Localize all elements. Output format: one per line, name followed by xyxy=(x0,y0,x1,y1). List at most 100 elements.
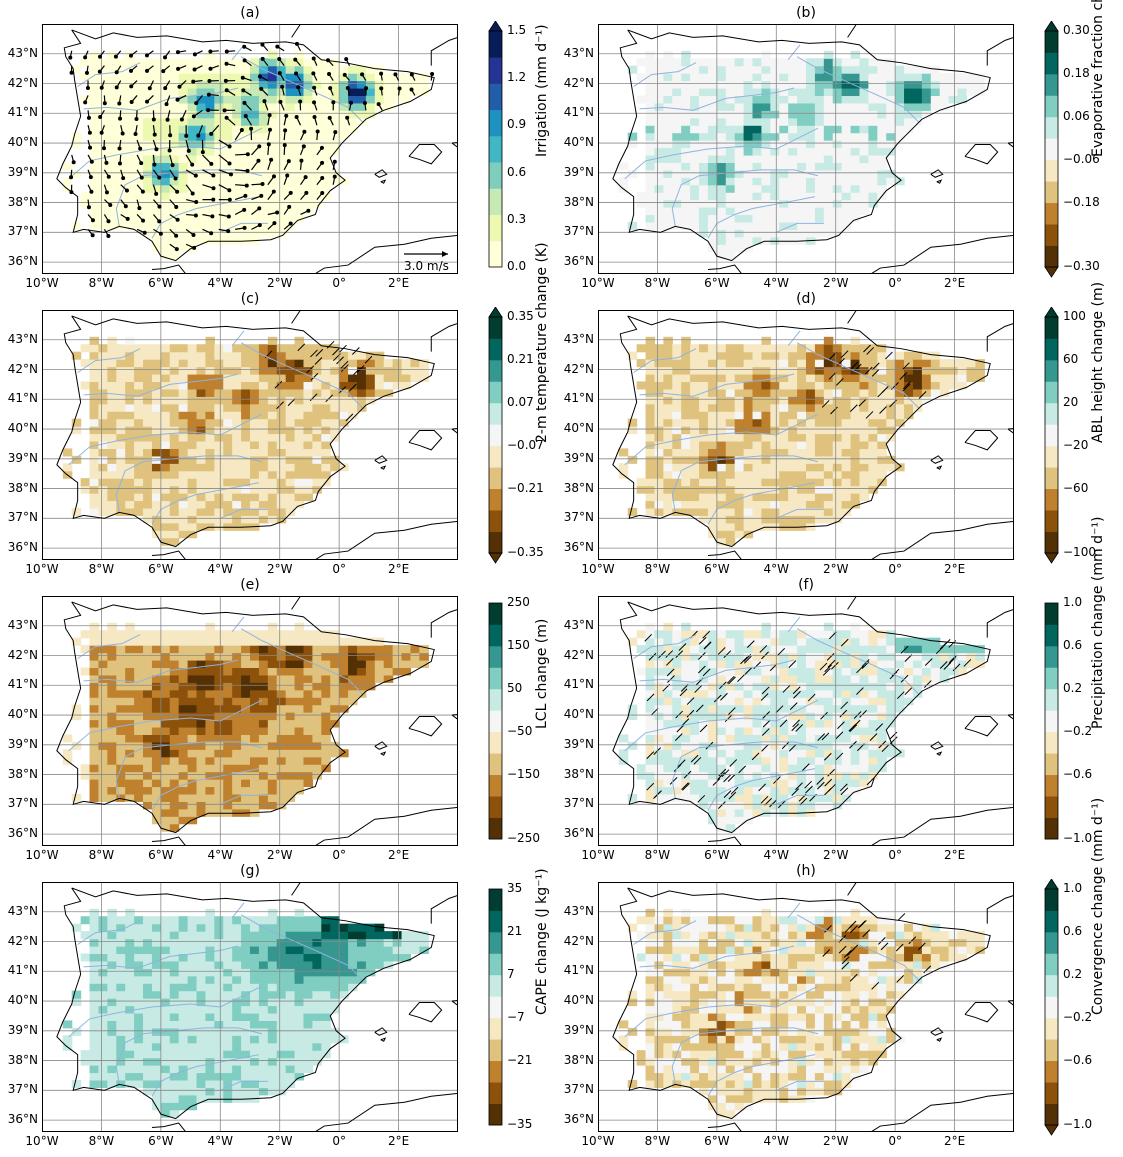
colorbar-segment xyxy=(1045,510,1058,532)
latitude-label: 37°N xyxy=(7,510,38,525)
longitude-label: 6°W xyxy=(148,1134,174,1148)
colorbar-segment xyxy=(1045,645,1058,668)
river-line xyxy=(68,699,263,752)
latitude-label: 37°N xyxy=(7,796,38,811)
river-line xyxy=(633,920,697,945)
colorbar-segment xyxy=(489,31,502,58)
colorbar-segment xyxy=(1045,31,1058,53)
river-line xyxy=(68,127,263,180)
colorbar-tick-label: 0.2 xyxy=(1063,966,1083,981)
coastline xyxy=(707,1092,1014,1132)
river-line xyxy=(624,127,819,180)
coastline xyxy=(847,882,857,896)
colorbar-segment xyxy=(489,996,502,1019)
latitude-label: 36°N xyxy=(7,540,38,555)
colorbar-segment xyxy=(1045,52,1058,75)
river-line xyxy=(796,914,920,981)
colorbar-segment xyxy=(1045,910,1058,933)
colorbar-segment xyxy=(489,710,502,733)
colorbar-segment xyxy=(1045,116,1058,139)
panel-title: (c) xyxy=(240,291,260,307)
river-line xyxy=(671,169,819,227)
longitude-label: 4°W xyxy=(763,562,790,576)
graticule xyxy=(598,310,1014,560)
latitude-label: 37°N xyxy=(563,510,594,525)
river-line xyxy=(796,56,920,123)
colorbar-tick-label: −250 xyxy=(507,831,540,845)
colorbar-tick-label: 50 xyxy=(507,680,523,695)
longitude-label: 4°W xyxy=(763,276,790,290)
latitude-label: 41°N xyxy=(7,105,38,120)
colorbar-segment xyxy=(1045,974,1058,997)
colorbar-tick-label: −150 xyxy=(507,766,540,781)
longitude-label: 2°W xyxy=(822,848,849,862)
map-panel xyxy=(42,882,458,1132)
coastline xyxy=(151,806,458,846)
longitude-label: 2°W xyxy=(822,276,849,290)
colorbar-segment xyxy=(1045,1082,1058,1104)
river-line xyxy=(77,62,141,87)
coastline xyxy=(56,601,435,834)
map-panel xyxy=(598,24,1014,274)
longitude-label: 0° xyxy=(888,562,902,576)
colorbar-tick-label: −0.2 xyxy=(1063,1009,1093,1024)
significance-hatching xyxy=(821,344,927,419)
colorbar-segment xyxy=(489,931,502,954)
coastline xyxy=(291,24,301,38)
colorbar-segment xyxy=(489,731,502,754)
colorbar-tick-label: 0.0 xyxy=(507,259,527,273)
latitude-label: 40°N xyxy=(7,707,38,722)
longitude-label: 4°W xyxy=(207,848,234,862)
colorbar-segment xyxy=(489,467,502,490)
longitude-label: 2°E xyxy=(943,1134,966,1148)
colorbar-extend-max xyxy=(488,21,503,32)
latitude-label: 43°N xyxy=(7,617,38,632)
longitude-label: 2°E xyxy=(943,276,966,290)
latitude-label: 43°N xyxy=(7,903,38,918)
coastline xyxy=(847,596,857,610)
colorbar-tick-label: 100 xyxy=(1063,309,1086,323)
graticule xyxy=(42,596,458,846)
data-cells xyxy=(618,336,985,546)
colorbar-segment xyxy=(1045,1060,1058,1083)
latitude-label: 43°N xyxy=(7,331,38,346)
latitude-label: 37°N xyxy=(563,224,594,239)
longitude-label: 10°W xyxy=(25,848,59,862)
latitude-label: 40°N xyxy=(7,421,38,436)
data-cells xyxy=(618,622,985,832)
map-panel xyxy=(42,310,458,560)
colorbar-tick-label: −35 xyxy=(507,1117,533,1131)
colorbar-segment xyxy=(489,188,502,215)
river-line xyxy=(776,222,824,233)
colorbar-segment xyxy=(489,135,502,163)
colorbar-label: LCL change (m) xyxy=(534,618,550,729)
panel-title: (f) xyxy=(798,577,814,593)
coastline xyxy=(56,315,435,548)
colorbar-segment xyxy=(1045,889,1058,911)
longitude-label: 10°W xyxy=(25,1134,59,1148)
colorbar-extend-min xyxy=(1044,1124,1059,1136)
latitude-label: 38°N xyxy=(7,766,38,781)
colorbar-segment xyxy=(489,603,502,625)
coastline xyxy=(847,310,857,324)
colorbar-tick-label: 0.30 xyxy=(1063,23,1090,37)
coastline xyxy=(930,741,944,750)
colorbar-segment xyxy=(489,1082,502,1104)
colorbar xyxy=(488,307,503,564)
river-line xyxy=(240,914,364,981)
latitude-label: 40°N xyxy=(563,135,594,150)
colorbar-tick-label: 150 xyxy=(507,637,530,652)
latitude-label: 42°N xyxy=(7,647,38,662)
colorbar-segment xyxy=(1045,796,1058,818)
coastline xyxy=(986,36,1014,66)
graticule xyxy=(42,882,458,1132)
coastline xyxy=(707,520,1014,560)
river-line xyxy=(240,342,364,409)
latitude-label: 42°N xyxy=(563,647,594,662)
longitude-label: 0° xyxy=(888,276,902,290)
coastline xyxy=(936,179,943,184)
river-line xyxy=(624,985,819,1038)
longitude-label: 6°W xyxy=(704,1134,730,1148)
longitude-label: 6°W xyxy=(148,848,174,862)
colorbar-extend-max xyxy=(1044,879,1059,890)
